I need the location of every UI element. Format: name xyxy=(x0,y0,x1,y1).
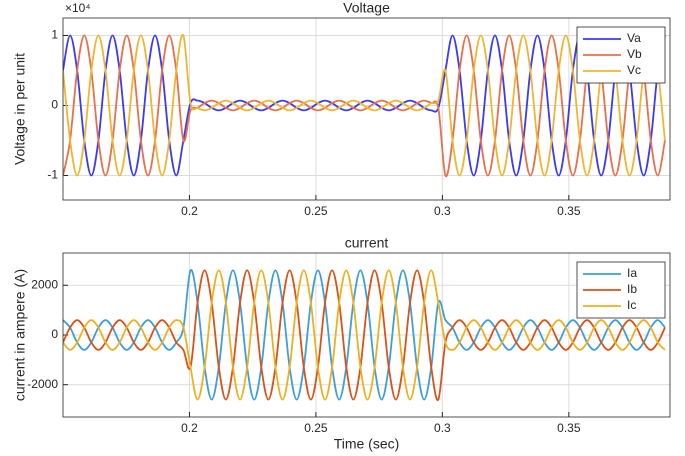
chart-title: current xyxy=(345,235,389,251)
axes-box xyxy=(62,17,671,201)
legend-label: Va xyxy=(627,31,641,45)
legend-label: Vb xyxy=(627,47,642,61)
y-tick-label: 0 xyxy=(51,327,58,341)
x-tick-label: 0.3 xyxy=(434,204,451,218)
y-tick-label: -2000 xyxy=(27,377,58,391)
axes-box xyxy=(62,252,671,418)
series-line xyxy=(63,269,666,401)
legend-label: Ib xyxy=(627,282,637,296)
legend-label: Ia xyxy=(627,266,637,280)
y-tick-label: 0 xyxy=(51,98,58,112)
series-line xyxy=(63,269,666,401)
legend-label: Ic xyxy=(627,298,636,312)
y-tick-label: -1 xyxy=(47,168,58,182)
y-tick-label: 1 xyxy=(51,28,58,42)
legend-label: Vc xyxy=(627,63,641,77)
y-tick-label: 2000 xyxy=(31,277,58,291)
y-axis-label: Voltage in per unit xyxy=(12,53,28,165)
series-line xyxy=(63,33,666,177)
series-line xyxy=(63,34,666,178)
x-tick-label: 0.25 xyxy=(304,204,328,218)
x-tick-label: 0.35 xyxy=(557,421,581,435)
x-axis-label: Time (sec) xyxy=(334,436,400,452)
x-tick-label: 0.25 xyxy=(304,421,328,435)
chart-title: Voltage xyxy=(343,0,390,16)
x-tick-label: 0.2 xyxy=(181,204,198,218)
x-tick-label: 0.2 xyxy=(181,421,198,435)
y-axis-label: current in ampere (A) xyxy=(12,269,28,401)
series-line xyxy=(63,269,666,401)
x-tick-label: 0.3 xyxy=(434,421,451,435)
x-tick-label: 0.35 xyxy=(557,204,581,218)
axis-multiplier: ×10⁴ xyxy=(65,1,91,15)
